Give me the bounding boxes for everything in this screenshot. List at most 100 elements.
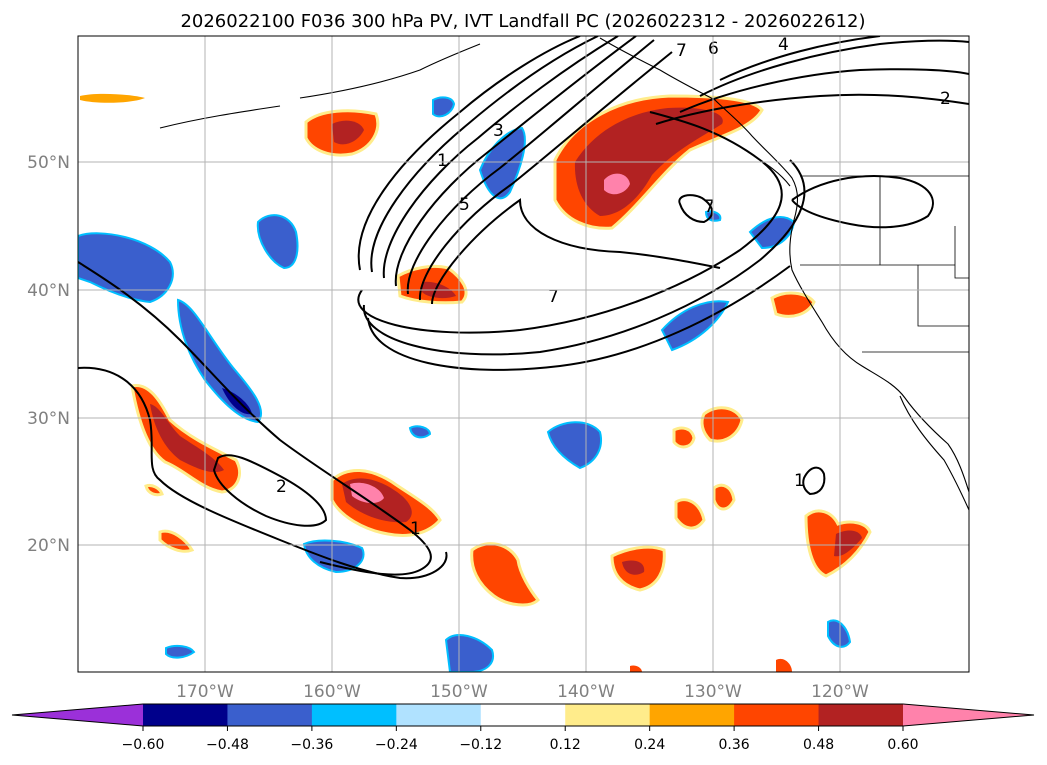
colorbar-segment [818,704,904,726]
contour-label: 7 [548,287,559,307]
colorbar-segment [649,704,735,726]
colorbar-tick-label: 0.60 [887,737,918,753]
colorbar-tick-label: 0.24 [634,737,665,753]
lat-label: 40°N [27,281,70,301]
colorbar-tick-label: −0.36 [290,737,333,753]
pv-blob [604,173,630,195]
colorbar-segment [480,704,566,726]
ivt-contour [679,68,969,113]
colorbar-ticks [142,726,904,731]
colorbar-segment [565,704,651,726]
ivt-contour [678,194,713,224]
colorbar-tick-label: −0.60 [122,737,165,753]
pv-blob [176,298,263,424]
ivt-contour [212,454,328,527]
pv-blob [432,96,456,118]
ivt-contour [791,175,934,229]
colorbar-segment [396,704,482,726]
ivt-contour [357,36,581,271]
colorbar-extend-max [903,704,1034,726]
pv-blob [158,529,195,553]
colorbar: −0.60 −0.48 −0.36 −0.24 −0.12 0.12 0.24 0.36 0.4… [11,703,1035,753]
contour-label: 3 [493,121,504,141]
contour-label: 1 [794,471,805,491]
ivt-contour [418,51,673,301]
pv-blob [350,482,384,504]
colorbar-segment [311,704,397,726]
pv-blob [630,665,642,672]
contour-label: 1 [410,519,421,539]
ivt-contour [362,159,806,356]
pv-blob [770,291,816,318]
coastline-baja [899,395,969,511]
pv-blob [674,498,706,530]
ivt-contour [719,36,881,81]
contour-label: 4 [778,35,789,55]
pv-blob [256,214,299,270]
colorbar-segment [734,704,820,726]
lon-label: 130°W [684,682,742,702]
longitude-labels: 170°W 160°W 150°W 140°W 130°W 120°W [176,682,869,702]
pv-blob [700,406,744,443]
ivt-contour [406,39,655,295]
ivt-contour [357,111,783,334]
contour-label: 7 [704,197,715,217]
pv-blob [80,93,145,103]
pv-blob [332,120,364,145]
pv-blob [834,530,862,557]
ivt-contour [78,366,448,580]
ivt-contour [382,36,619,279]
lon-label: 150°W [430,682,488,702]
figure-title: 2026022100 F036 300 hPa PV, IVT Landfall… [180,11,865,32]
pv-blob [78,232,174,304]
ivt-contour [367,265,791,371]
map-frame [77,35,970,673]
colorbar-segments [11,703,1035,727]
pv-blob [165,644,196,659]
lon-label: 140°W [557,682,615,702]
lat-label: 50°N [27,153,70,173]
map-panel: 1 3 5 7 6 4 2 7 7 2 1 1 [77,35,970,673]
pv-negative-anomalies [78,96,852,672]
coastline-north-america [599,37,969,493]
colorbar-extend-min [12,704,143,726]
contour-label: 2 [940,89,951,109]
lat-label: 20°N [27,536,70,556]
lon-label: 170°W [176,682,234,702]
gridlines [78,36,969,672]
contour-label: 2 [276,477,287,497]
colorbar-tick-label: 0.12 [550,737,581,753]
colorbar-tick-label: −0.12 [459,737,502,753]
pv-blob [827,619,852,648]
ivt-contour [431,198,721,305]
pv-blob [622,560,645,575]
colorbar-segment [143,704,228,726]
colorbar-tick-label: 0.36 [719,737,750,753]
pv-blob [408,425,432,439]
contour-label: 1 [437,151,448,171]
pv-blob [776,658,792,672]
pv-blob [672,426,696,449]
pv-blob [546,421,602,470]
lat-label: 30°N [27,409,70,429]
colorbar-segment [227,704,313,726]
contour-label: 7 [676,41,687,61]
pv-blob [470,542,541,607]
lon-label: 120°W [811,682,869,702]
lon-label: 160°W [303,682,361,702]
colorbar-tick-label: 0.48 [803,737,834,753]
pv-blob [144,484,164,497]
pv-blob [712,483,736,511]
contour-label: 5 [459,195,470,215]
state-borders [800,176,969,353]
ivt-contour [78,261,432,576]
ivt-contour [655,93,969,125]
ivt-contours [78,36,969,580]
colorbar-tick-label: −0.48 [206,737,249,753]
colorbar-tick-labels: −0.60 −0.48 −0.36 −0.24 −0.12 0.12 0.24 0.36 0.4… [122,737,919,753]
ivt-contour [394,36,637,287]
colorbar-tick-label: −0.24 [375,737,418,753]
pv-blob [660,300,730,352]
